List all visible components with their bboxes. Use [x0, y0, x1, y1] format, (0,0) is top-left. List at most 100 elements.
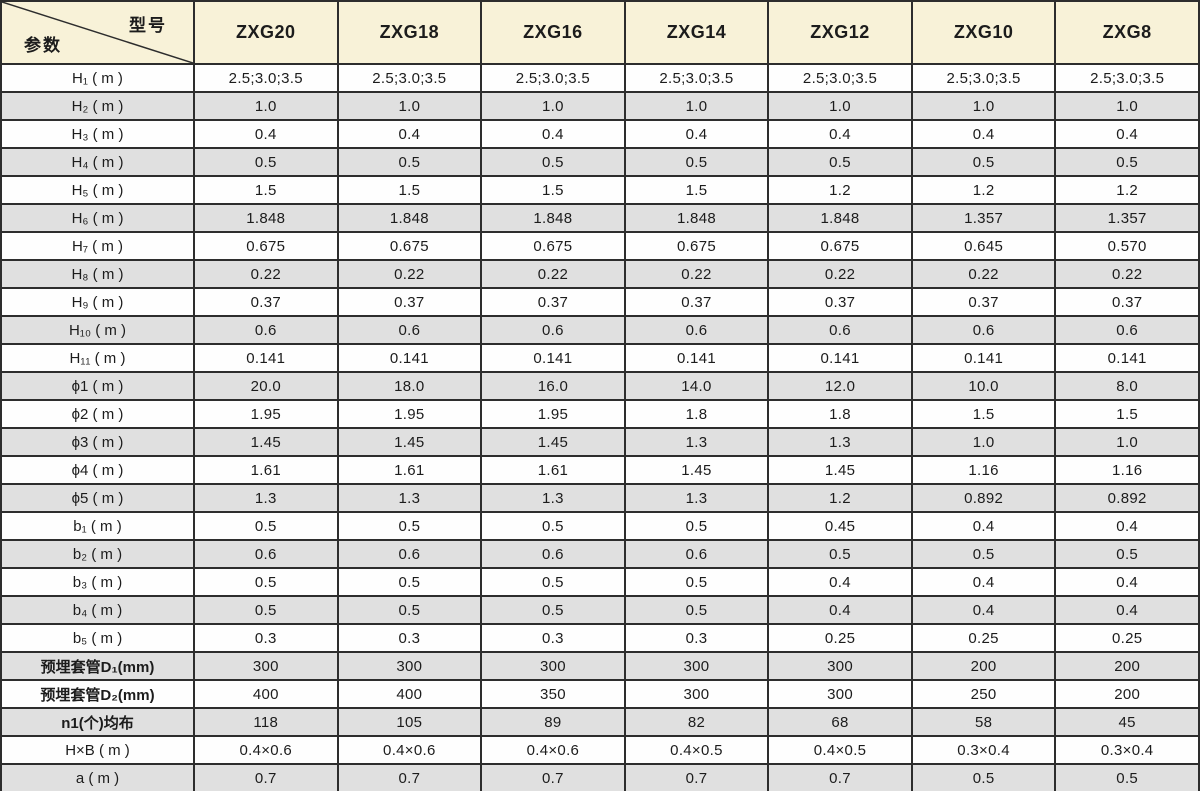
value-cell: 0.25 — [910, 623, 1057, 653]
row-label: H₈ ( m ) — [0, 259, 195, 289]
row-label: n1(个)均布 — [0, 707, 195, 737]
table-row: 预埋套管D₂(mm) 400 400 350 300 300 250 200 — [0, 679, 1200, 709]
value-cell: 0.5 — [480, 147, 626, 177]
value-cell: 0.4 — [910, 567, 1057, 597]
value-cell: 0.3 — [480, 623, 626, 653]
value-cell: 0.5 — [910, 763, 1057, 791]
value-cell: 1.16 — [1054, 455, 1200, 485]
value-cell: 1.357 — [910, 203, 1057, 233]
column-header-zxg14: ZXG14 — [623, 0, 770, 65]
value-cell: 0.4 — [1054, 567, 1200, 597]
value-cell: 1.5 — [1054, 399, 1200, 429]
value-cell: 0.5 — [336, 511, 483, 541]
value-cell: 0.5 — [336, 147, 483, 177]
value-cell: 0.6 — [623, 539, 770, 569]
value-cell: 250 — [910, 679, 1057, 709]
value-cell: 0.675 — [767, 231, 913, 261]
value-cell: 0.4×0.5 — [623, 735, 770, 765]
row-label: a ( m ) — [0, 763, 195, 791]
value-cell: 0.3 — [623, 623, 770, 653]
value-cell: 2.5;3.0;3.5 — [623, 63, 770, 93]
value-cell: 0.4 — [480, 119, 626, 149]
table-row: b₁ ( m ) 0.5 0.5 0.5 0.5 0.45 0.4 0.4 — [0, 511, 1200, 541]
value-cell: 0.22 — [1054, 259, 1200, 289]
table-row: H₆ ( m ) 1.848 1.848 1.848 1.848 1.848 1.357 1.… — [0, 203, 1200, 233]
row-label: H₁₀ ( m ) — [0, 315, 195, 345]
value-cell: 0.5 — [480, 567, 626, 597]
row-label: H₅ ( m ) — [0, 175, 195, 205]
value-cell: 18.0 — [336, 371, 483, 401]
value-cell: 0.6 — [193, 539, 339, 569]
table-row: H₇ ( m ) 0.675 0.675 0.675 0.675 0.675 0.645 0.… — [0, 231, 1200, 261]
value-cell: 1.0 — [193, 91, 339, 121]
value-cell: 16.0 — [480, 371, 626, 401]
value-cell: 300 — [767, 651, 913, 681]
value-cell: 350 — [480, 679, 626, 709]
value-cell: 0.5 — [1054, 539, 1200, 569]
value-cell: 0.3×0.4 — [1054, 735, 1200, 765]
value-cell: 1.16 — [910, 455, 1057, 485]
row-label: 预埋套管D₂(mm) — [0, 679, 195, 709]
value-cell: 200 — [1054, 679, 1200, 709]
row-label: b₅ ( m ) — [0, 623, 195, 653]
value-cell: 0.37 — [1054, 287, 1200, 317]
value-cell: 0.22 — [910, 259, 1057, 289]
value-cell: 0.7 — [767, 763, 913, 791]
value-cell: 0.7 — [193, 763, 339, 791]
column-header-zxg10: ZXG10 — [910, 0, 1057, 65]
column-header-zxg18: ZXG18 — [336, 0, 483, 65]
value-cell: 1.45 — [767, 455, 913, 485]
value-cell: 0.22 — [480, 259, 626, 289]
value-cell: 12.0 — [767, 371, 913, 401]
table-row: b₃ ( m ) 0.5 0.5 0.5 0.5 0.4 0.4 0.4 — [0, 567, 1200, 597]
value-cell: 0.22 — [336, 259, 483, 289]
value-cell: 0.4 — [910, 511, 1057, 541]
value-cell: 0.4 — [1054, 511, 1200, 541]
row-label: b₄ ( m ) — [0, 595, 195, 625]
value-cell: 2.5;3.0;3.5 — [193, 63, 339, 93]
table-row: ϕ5 ( m ) 1.3 1.3 1.3 1.3 1.2 0.892 0.892 — [0, 483, 1200, 513]
table-row: 预埋套管D₁(mm) 300 300 300 300 300 200 200 — [0, 651, 1200, 681]
row-label: H₁₁ ( m ) — [0, 343, 195, 373]
value-cell: 0.6 — [767, 315, 913, 345]
value-cell: 0.141 — [480, 343, 626, 373]
value-cell: 1.95 — [336, 399, 483, 429]
value-cell: 200 — [910, 651, 1057, 681]
value-cell: 0.22 — [193, 259, 339, 289]
row-label: ϕ4 ( m ) — [0, 455, 195, 485]
value-cell: 1.3 — [623, 483, 770, 513]
value-cell: 0.5 — [623, 595, 770, 625]
value-cell: 300 — [480, 651, 626, 681]
value-cell: 2.5;3.0;3.5 — [1054, 63, 1200, 93]
value-cell: 300 — [767, 679, 913, 709]
value-cell: 1.8 — [767, 399, 913, 429]
table-row: H₃ ( m ) 0.4 0.4 0.4 0.4 0.4 0.4 0.4 — [0, 119, 1200, 149]
value-cell: 0.6 — [480, 315, 626, 345]
value-cell: 0.6 — [623, 315, 770, 345]
value-cell: 1.61 — [193, 455, 339, 485]
table-row: ϕ2 ( m ) 1.95 1.95 1.95 1.8 1.8 1.5 1.5 — [0, 399, 1200, 429]
row-label: H₃ ( m ) — [0, 119, 195, 149]
value-cell: 1.95 — [193, 399, 339, 429]
column-header-zxg16: ZXG16 — [480, 0, 626, 65]
value-cell: 1.848 — [623, 203, 770, 233]
value-cell: 1.2 — [1054, 175, 1200, 205]
row-label: H₄ ( m ) — [0, 147, 195, 177]
value-cell: 0.4 — [193, 119, 339, 149]
value-cell: 0.25 — [767, 623, 913, 653]
value-cell: 0.5 — [336, 567, 483, 597]
value-cell: 0.5 — [910, 539, 1057, 569]
table-row: H₁₀ ( m ) 0.6 0.6 0.6 0.6 0.6 0.6 0.6 — [0, 315, 1200, 345]
value-cell: 0.5 — [623, 147, 770, 177]
value-cell: 0.6 — [193, 315, 339, 345]
value-cell: 8.0 — [1054, 371, 1200, 401]
value-cell: 0.141 — [623, 343, 770, 373]
column-header-zxg20: ZXG20 — [193, 0, 339, 65]
value-cell: 0.37 — [623, 287, 770, 317]
value-cell: 0.5 — [1054, 147, 1200, 177]
table-row: H₈ ( m ) 0.22 0.22 0.22 0.22 0.22 0.22 0.22 — [0, 259, 1200, 289]
value-cell: 1.0 — [910, 91, 1057, 121]
value-cell: 0.22 — [623, 259, 770, 289]
